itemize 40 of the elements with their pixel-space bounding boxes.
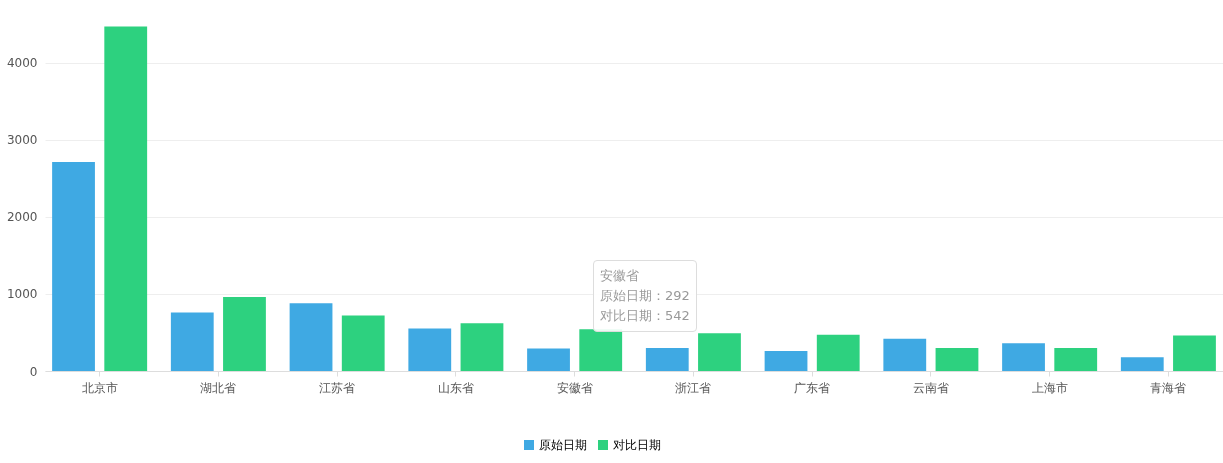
x-tick-label: 上海市 <box>1031 380 1068 395</box>
annotation: 对比日期：542 <box>600 307 690 325</box>
bar <box>170 312 214 371</box>
legend-label: 对比日期 <box>613 438 661 452</box>
bar <box>579 329 623 371</box>
annotation: 安徽省 <box>600 267 640 285</box>
y-tick-label: 2000 <box>6 210 38 225</box>
x-tick-label: 安徽省 <box>556 380 593 395</box>
bar <box>764 350 808 371</box>
bar <box>408 328 452 371</box>
x-tick-label: 青海省 <box>1150 380 1187 395</box>
bar <box>52 162 95 371</box>
bar <box>223 297 266 371</box>
x-tick-label: 广东省 <box>794 380 831 395</box>
x-tick-label: 江苏省 <box>319 380 356 395</box>
bar <box>341 315 385 371</box>
bar <box>527 348 570 371</box>
bar <box>104 26 148 371</box>
bar <box>1002 343 1045 371</box>
x-tick-label: 浙江省 <box>675 380 712 395</box>
bar <box>289 303 333 371</box>
bar <box>1054 347 1098 371</box>
y-tick-label: 0 <box>29 364 38 379</box>
annotation: 原始日期：292 <box>600 287 690 305</box>
bar <box>1120 357 1164 371</box>
x-tick-label: 湖北省 <box>200 380 237 395</box>
x-tick-label: 北京市 <box>81 380 118 395</box>
y-tick-label: 1000 <box>6 287 38 302</box>
bar <box>698 333 741 371</box>
x-tick-label: 云南省 <box>912 380 949 395</box>
bar <box>645 347 689 371</box>
y-tick-label: 3000 <box>6 133 38 148</box>
y-tick-label: 4000 <box>6 56 38 71</box>
bar <box>1173 335 1216 371</box>
bar <box>935 347 979 371</box>
bar <box>883 338 927 371</box>
legend-label: 原始日期 <box>539 438 587 452</box>
bar <box>460 323 504 371</box>
bar <box>816 334 860 371</box>
x-tick-label: 山东省 <box>437 380 474 395</box>
